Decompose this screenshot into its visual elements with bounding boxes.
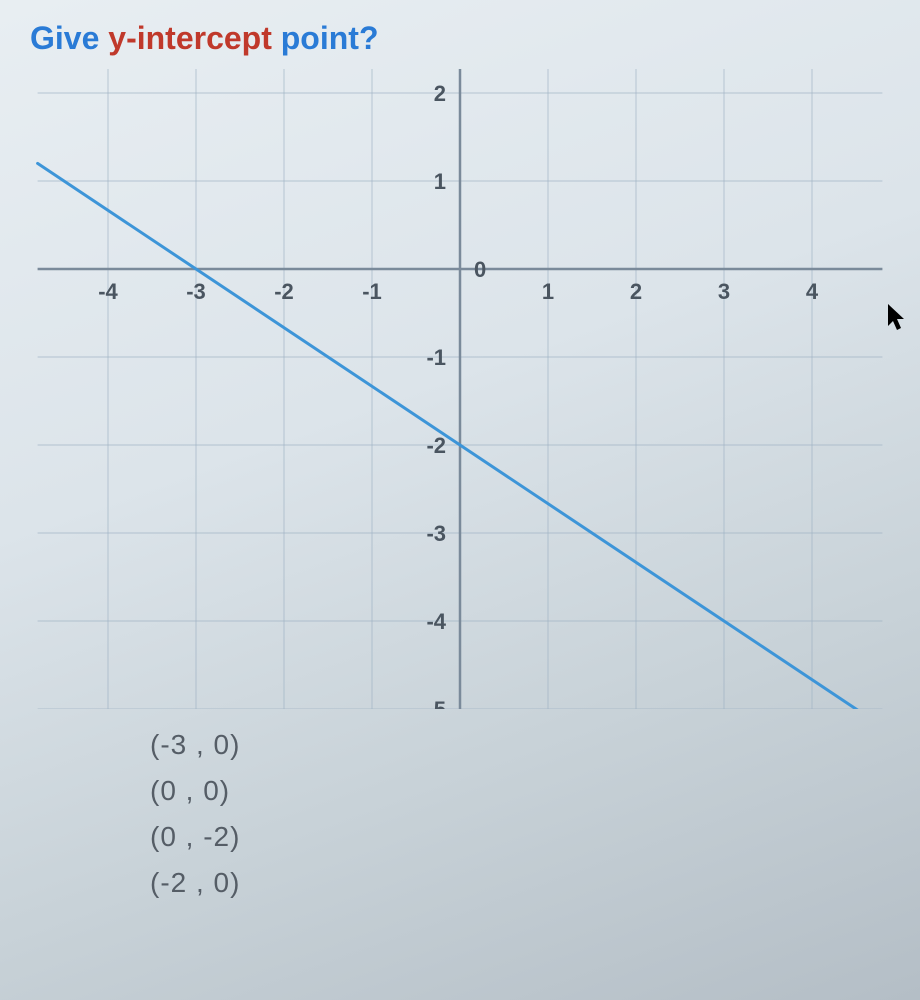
svg-text:-1: -1 bbox=[426, 345, 446, 370]
svg-text:1: 1 bbox=[542, 279, 554, 304]
svg-text:2: 2 bbox=[434, 81, 446, 106]
cursor-icon bbox=[888, 304, 910, 339]
question-prefix: Give bbox=[30, 20, 108, 56]
answer-option[interactable]: (-2 , 0) bbox=[150, 867, 890, 899]
svg-text:0: 0 bbox=[474, 257, 486, 282]
svg-text:2: 2 bbox=[630, 279, 642, 304]
svg-text:-4: -4 bbox=[98, 279, 118, 304]
svg-text:-1: -1 bbox=[362, 279, 382, 304]
coordinate-chart: -4 -3 -2 -1 0 1 2 3 4 2 1 -1 -2 -3 -4 -5 bbox=[30, 69, 890, 709]
question-text: Give y-intercept point? bbox=[30, 20, 890, 57]
answer-option[interactable]: (0 , 0) bbox=[150, 775, 890, 807]
question-highlight: y-intercept bbox=[108, 20, 272, 56]
answer-option[interactable]: (-3 , 0) bbox=[150, 729, 890, 761]
svg-text:1: 1 bbox=[434, 169, 446, 194]
svg-text:4: 4 bbox=[806, 279, 819, 304]
svg-text:-3: -3 bbox=[426, 521, 446, 546]
svg-text:-5: -5 bbox=[426, 697, 446, 709]
svg-text:-2: -2 bbox=[274, 279, 294, 304]
svg-text:-4: -4 bbox=[426, 609, 446, 634]
svg-text:-2: -2 bbox=[426, 433, 446, 458]
chart-svg: -4 -3 -2 -1 0 1 2 3 4 2 1 -1 -2 -3 -4 -5 bbox=[30, 69, 890, 709]
question-suffix: point? bbox=[272, 20, 379, 56]
svg-text:3: 3 bbox=[718, 279, 730, 304]
answer-option[interactable]: (0 , -2) bbox=[150, 821, 890, 853]
svg-text:-3: -3 bbox=[186, 279, 206, 304]
answer-list: (-3 , 0) (0 , 0) (0 , -2) (-2 , 0) bbox=[150, 729, 890, 899]
